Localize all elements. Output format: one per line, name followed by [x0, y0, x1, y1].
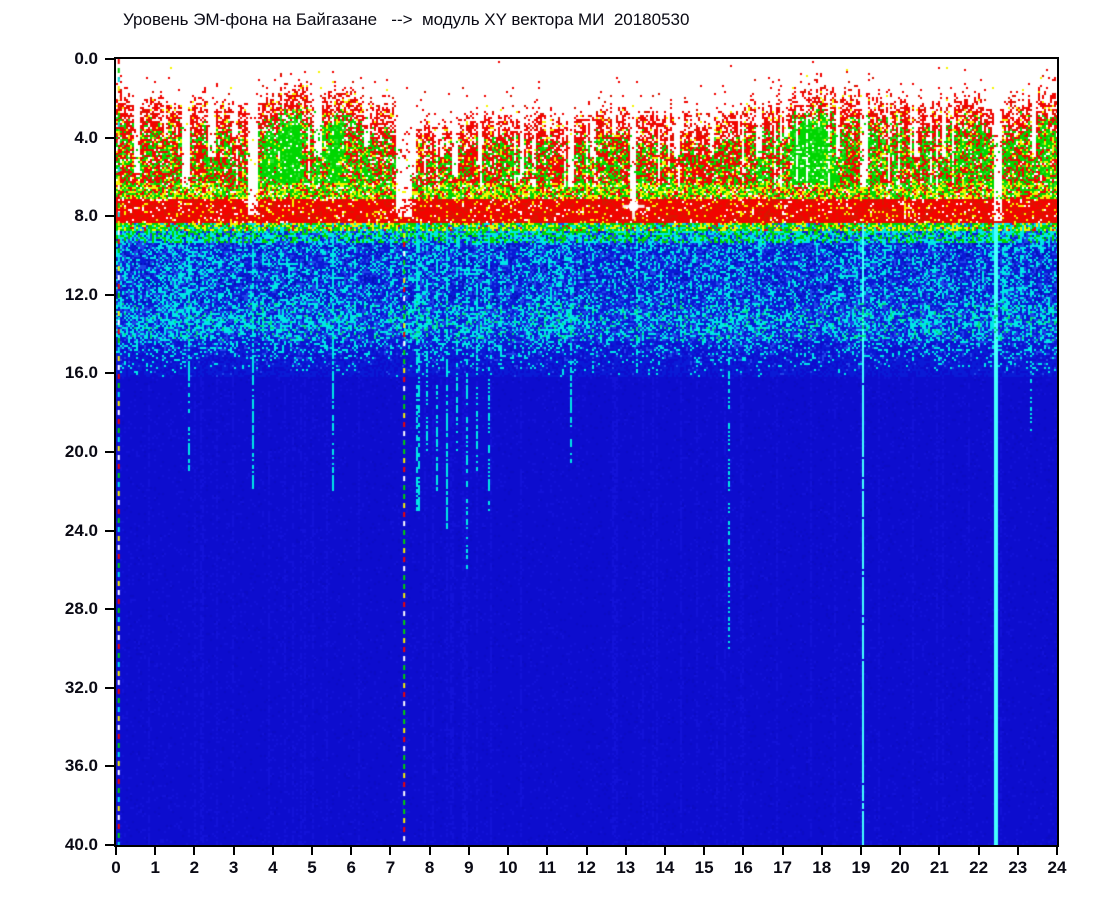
y-tick-label: 0.0: [74, 49, 98, 68]
y-tick-label: 36.0: [64, 756, 98, 776]
x-tick-label: 19: [851, 858, 871, 877]
x-tick-label: 23: [1008, 858, 1028, 877]
x-axis-tick: [193, 847, 196, 855]
y-axis-tick: [105, 215, 114, 218]
y-tick-label: 28.0: [64, 599, 98, 619]
x-tick-label: 20: [890, 858, 910, 877]
x-axis-tick: [1016, 847, 1019, 855]
x-tick-label: 5: [307, 858, 317, 877]
y-tick-label: 4.0: [74, 127, 98, 147]
y-axis-tick: [105, 844, 114, 846]
x-axis-tick: [428, 847, 431, 855]
y-axis-tick: [105, 608, 114, 611]
x-axis-tick: [938, 847, 941, 855]
x-axis-tick: [977, 847, 980, 855]
y-tick-label: 16.0: [64, 363, 98, 383]
y-axis-tick: [105, 136, 114, 139]
x-tick-label: 11: [538, 858, 557, 877]
x-tick-label: 3: [228, 858, 239, 877]
x-tick-label: 12: [577, 858, 596, 877]
y-axis-tick: [105, 58, 114, 60]
chart-title: Уровень ЭМ-фона на Байгазане --> модуль …: [123, 10, 690, 29]
x-tick-label: 22: [969, 858, 989, 877]
x-axis-tick: [546, 847, 549, 855]
x-tick-label: 0: [111, 858, 121, 877]
x-tick-label: 16: [733, 858, 753, 877]
x-tick-label: 10: [498, 858, 518, 877]
x-tick-label: 2: [189, 858, 200, 877]
x-tick-label: 18: [812, 858, 832, 877]
x-axis-tick: [311, 847, 314, 855]
y-axis-tick: [105, 765, 114, 768]
x-tick-label: 24: [1047, 858, 1067, 877]
y-tick-label: 32.0: [64, 677, 98, 697]
x-tick-label: 17: [773, 858, 792, 877]
y-axis-tick: [105, 372, 114, 375]
y-tick-label: 12.0: [64, 284, 98, 304]
x-tick-label: 8: [424, 858, 435, 877]
x-axis-tick: [115, 847, 117, 855]
y-tick-label: 40.0: [64, 835, 98, 854]
x-axis-tick: [781, 847, 784, 855]
x-tick-label: 21: [929, 858, 949, 877]
x-axis-tick: [742, 847, 745, 855]
x-tick-label: 13: [616, 858, 636, 877]
x-axis-tick: [232, 847, 235, 855]
x-axis-tick: [585, 847, 588, 855]
x-tick-label: 9: [464, 858, 474, 877]
x-axis-tick: [820, 847, 823, 855]
x-tick-label: 4: [268, 858, 278, 877]
x-axis-tick: [624, 847, 627, 855]
x-axis-tick: [271, 847, 274, 855]
x-axis-tick: [1056, 847, 1058, 855]
x-axis-tick: [663, 847, 666, 855]
x-axis-tick: [154, 847, 157, 855]
x-axis-tick: [507, 847, 510, 855]
x-tick-label: 7: [385, 858, 396, 877]
y-axis-tick: [105, 529, 114, 532]
y-axis-tick: [105, 293, 114, 296]
x-axis-tick: [899, 847, 902, 855]
spectrogram-canvas: [116, 59, 1057, 845]
x-axis-tick: [703, 847, 706, 855]
x-axis-tick: [859, 847, 862, 855]
x-tick-label: 6: [346, 858, 356, 877]
y-axis-tick: [105, 686, 114, 689]
x-tick-label: 1: [150, 858, 160, 877]
y-tick-label: 20.0: [64, 442, 98, 461]
x-axis-tick: [350, 847, 353, 855]
y-axis-tick: [105, 451, 114, 453]
x-axis-tick: [389, 847, 392, 855]
x-tick-label: 15: [694, 858, 714, 877]
plot-frame: [114, 57, 1059, 847]
x-axis-tick: [467, 847, 470, 855]
y-tick-label: 24.0: [64, 520, 98, 540]
x-tick-label: 14: [655, 858, 675, 877]
y-tick-label: 8.0: [74, 206, 98, 226]
